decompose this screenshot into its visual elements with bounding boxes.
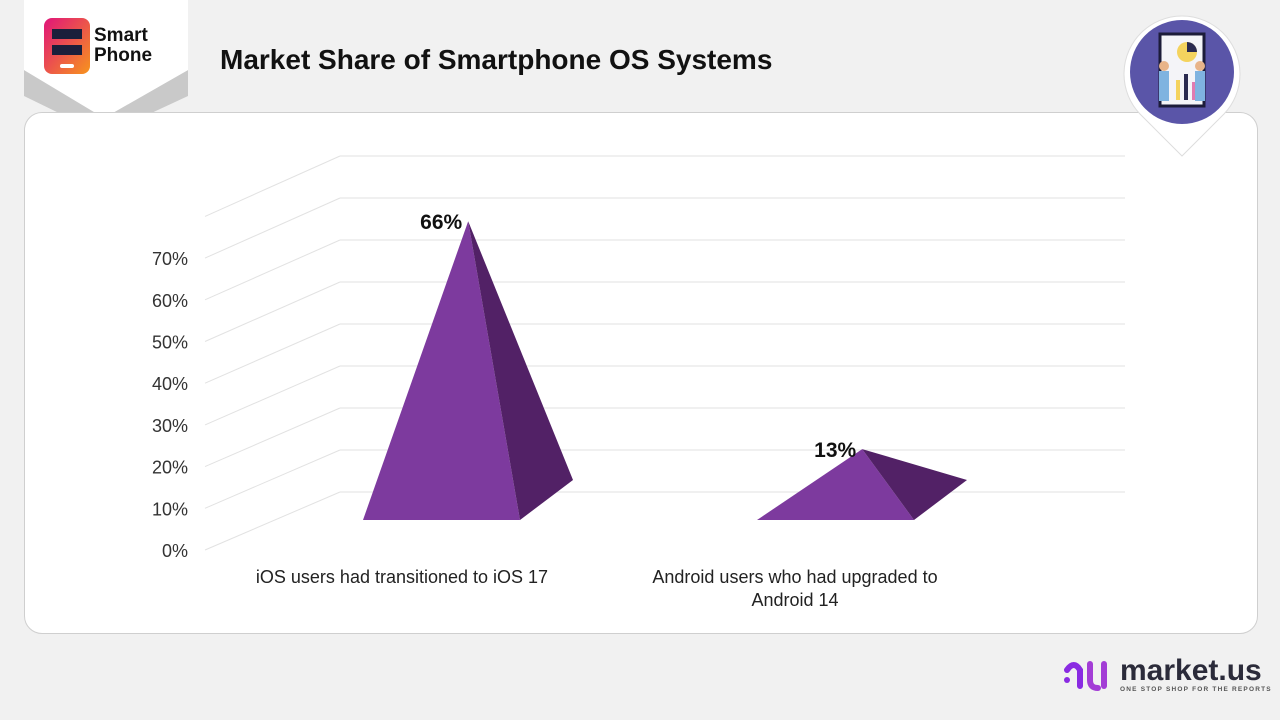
y-tick-label: 20% <box>152 458 188 478</box>
x-label-line: Android users who had upgraded to <box>652 567 937 587</box>
x-label-line: Android 14 <box>751 590 838 610</box>
chart-card <box>24 112 1258 634</box>
gridline-side <box>204 407 341 468</box>
gridline-side <box>204 365 341 426</box>
smartphone-logo-badge: Smart Phone <box>24 0 188 135</box>
pyramid-front-face <box>363 221 520 520</box>
y-tick-label: 50% <box>152 333 188 353</box>
y-tick-label: 0% <box>162 541 188 561</box>
analytics-illustration-icon <box>1122 14 1242 159</box>
y-tick-label: 30% <box>152 416 188 436</box>
gridline-side <box>204 281 341 342</box>
gridline-side <box>204 323 341 384</box>
y-tick-label: 70% <box>152 249 188 269</box>
logo-text: Smart Phone <box>94 25 153 66</box>
x-category-label: Android users who had upgraded to Android… <box>652 567 937 610</box>
y-tick-label: 10% <box>152 499 188 519</box>
page-title: Market Share of Smartphone OS Systems <box>220 44 773 75</box>
data-label: 13% <box>814 439 856 462</box>
gridline-side <box>204 239 341 301</box>
gridline-side <box>204 449 341 509</box>
gridline-side <box>204 491 341 551</box>
market-us-logo-icon <box>1064 661 1107 691</box>
y-tick-label: 60% <box>152 291 188 311</box>
gridline-side <box>204 197 341 259</box>
pyramid-side-face <box>862 449 967 520</box>
x-category-label: iOS users had transitioned to iOS 17 <box>256 567 548 587</box>
pyramid-side-face <box>468 221 573 520</box>
y-tick-label: 40% <box>152 374 188 394</box>
gridline-side <box>204 155 341 217</box>
market-us-logo: market.us ONE STOP SHOP FOR THE REPORTS <box>1062 654 1271 696</box>
data-label: 66% <box>420 211 462 234</box>
pyramid-front-face <box>757 449 914 520</box>
